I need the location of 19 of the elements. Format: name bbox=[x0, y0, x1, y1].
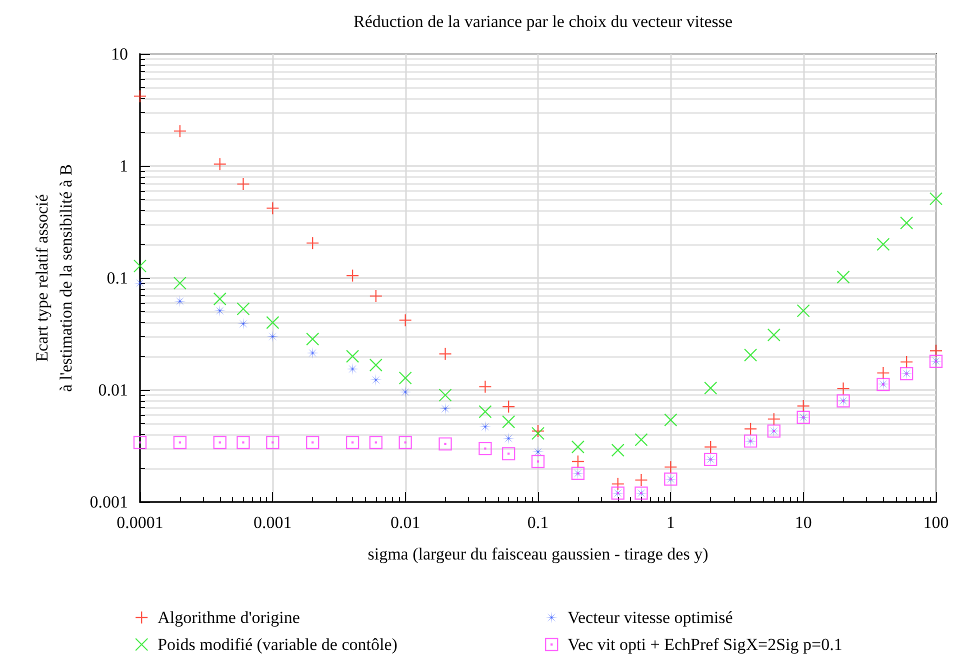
y-tick-label: 0.01 bbox=[98, 380, 128, 400]
y-tick-label: 10 bbox=[111, 44, 128, 64]
legend-label: Vec vit opti + EchPref SigX=2Sig p=0.1 bbox=[568, 635, 842, 654]
x-tick-label: 0.001 bbox=[254, 513, 292, 532]
x-tick-label: 100 bbox=[923, 513, 949, 532]
x-axis-title: sigma (largeur du faisceau gaussien - tirage des y) bbox=[368, 544, 708, 564]
legend-label: Vecteur vitesse optimisé bbox=[568, 608, 733, 627]
x-tick-label: 1 bbox=[666, 513, 675, 532]
legend-label: Poids modifié (variable de contôle) bbox=[158, 635, 398, 654]
x-tick-label: 0.0001 bbox=[116, 513, 164, 532]
y-tick-label: 1 bbox=[120, 156, 128, 176]
x-tick-label: 0.01 bbox=[390, 513, 420, 532]
x-tick-label: 0.1 bbox=[527, 513, 549, 532]
y-tick-label: 0.1 bbox=[106, 268, 128, 288]
y-tick-label: 0.001 bbox=[90, 492, 128, 512]
y-axis-title: Ecart type relatif associé à l'estimation de la sensibilité à B bbox=[32, 164, 76, 392]
chart-title: Réduction de la variance par le choix du vecteur vitesse bbox=[353, 12, 733, 31]
legend-label: Algorithme d'origine bbox=[158, 608, 300, 627]
x-tick-label: 10 bbox=[794, 513, 812, 532]
